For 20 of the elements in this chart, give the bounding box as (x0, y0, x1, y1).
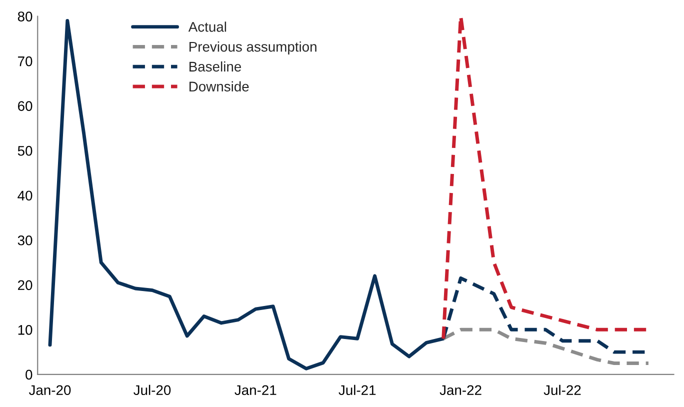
y-tick-label: 50 (18, 146, 32, 156)
x-tick-label: Jan-22 (440, 385, 482, 396)
y-tick-label: 60 (18, 101, 32, 111)
x-tick-label: Jan-21 (234, 385, 276, 396)
legend-label: Previous assumption (190, 42, 316, 54)
x-tick-label: Jul-21 (338, 384, 376, 396)
legend-label: Actual (188, 22, 226, 32)
y-tick-label: 30 (18, 235, 32, 246)
legend-label: Baseline (190, 61, 242, 72)
y-tick-label: 80 (18, 12, 32, 22)
x-tick-label: Jan-20 (28, 385, 71, 396)
x-tick-label: Jul-22 (544, 384, 581, 396)
legend-label: Downside (190, 81, 249, 92)
x-tick-label: Jul-20 (134, 384, 171, 396)
y-tick-label: 10 (18, 325, 32, 335)
y-tick-label: 0 (26, 370, 32, 380)
y-tick-label: 20 (18, 280, 32, 290)
line-series (442, 328, 650, 365)
y-tick-label: 70 (18, 56, 32, 66)
y-tick-label: 40 (18, 190, 32, 201)
